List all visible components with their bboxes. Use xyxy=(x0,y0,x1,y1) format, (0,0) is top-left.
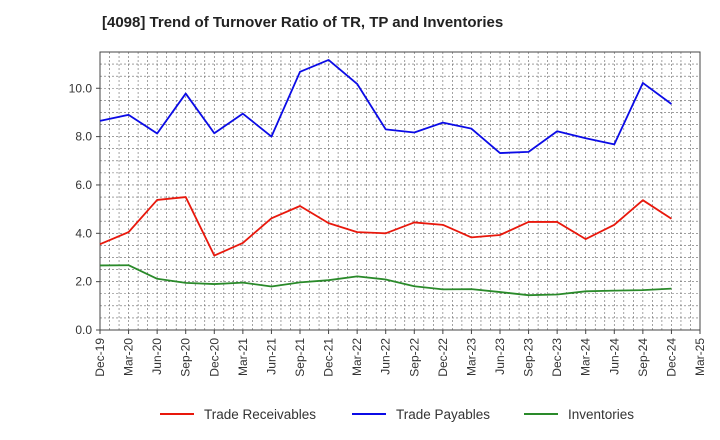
legend-label: Trade Receivables xyxy=(204,407,316,422)
x-tick-label: Mar-22 xyxy=(350,338,364,376)
series-line-trade-payables xyxy=(99,59,672,154)
legend-label: Trade Payables xyxy=(396,407,490,422)
plot-frame xyxy=(99,51,701,331)
x-tick-label: Jun-23 xyxy=(493,338,507,375)
x-tick-label: Dec-23 xyxy=(550,338,564,377)
x-tick-label: Jun-24 xyxy=(607,338,621,375)
x-tick-label: Mar-20 xyxy=(122,338,136,376)
x-tick-label: Sep-21 xyxy=(293,338,307,377)
x-tick-label: Sep-24 xyxy=(636,338,650,377)
x-tick-label: Mar-25 xyxy=(693,338,707,376)
y-tick-label: 2.0 xyxy=(75,275,92,289)
x-tick-label: Jun-20 xyxy=(150,338,164,375)
series-line-trade-receivables xyxy=(99,196,672,257)
x-tick-label: Dec-20 xyxy=(207,338,221,377)
x-tick-label: Mar-24 xyxy=(579,338,593,376)
x-tick-label: Sep-20 xyxy=(179,338,193,377)
axes: Dec-19 Mar-20 Jun-20 Sep-20 Dec-20 Mar-21 Jun-… xyxy=(69,51,707,377)
grid xyxy=(100,52,700,330)
legend-label: Inventories xyxy=(568,407,634,422)
x-tick-label: Dec-22 xyxy=(436,338,450,377)
y-tick-label: 6.0 xyxy=(75,178,92,192)
y-tick-label: 10.0 xyxy=(69,81,93,95)
x-tick-label: Jun-22 xyxy=(379,338,393,375)
y-tick-label: 0.0 xyxy=(75,323,92,337)
x-tick-label: Mar-23 xyxy=(464,338,478,376)
x-tick-label: Sep-23 xyxy=(522,338,536,377)
x-tick-label: Sep-22 xyxy=(407,338,421,377)
x-tick-label: Dec-21 xyxy=(322,338,336,377)
x-tick-label: Mar-21 xyxy=(236,338,250,376)
series-lines xyxy=(99,59,672,297)
series-line-inventories xyxy=(99,264,672,297)
y-tick-label: 4.0 xyxy=(75,226,92,240)
legend: Trade Receivables Trade Payables Inventori… xyxy=(160,407,634,422)
x-tick-label: Dec-19 xyxy=(93,338,107,377)
y-tick-label: 8.0 xyxy=(75,130,92,144)
chart-title: [4098] Trend of Turnover Ratio of TR, TP… xyxy=(102,14,504,31)
x-tick-label: Jun-21 xyxy=(264,338,278,375)
x-tick-label: Dec-24 xyxy=(664,338,678,377)
